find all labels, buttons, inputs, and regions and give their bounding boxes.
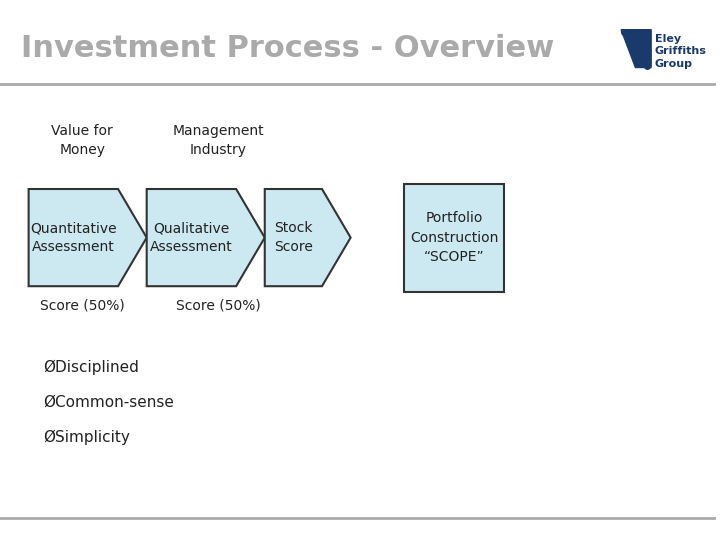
Text: Value for
Money: Value for Money xyxy=(51,124,113,157)
Text: ØSimplicity: ØSimplicity xyxy=(43,430,130,445)
FancyBboxPatch shape xyxy=(405,184,505,292)
Polygon shape xyxy=(621,30,651,68)
Text: ØDisciplined: ØDisciplined xyxy=(43,360,139,375)
Text: Score (50%): Score (50%) xyxy=(40,298,125,312)
Text: Portfolio
Construction
“SCOPE”: Portfolio Construction “SCOPE” xyxy=(410,211,498,264)
Polygon shape xyxy=(29,189,147,286)
Polygon shape xyxy=(265,189,351,286)
Text: Management
Industry: Management Industry xyxy=(172,124,264,157)
Text: Investment Process - Overview: Investment Process - Overview xyxy=(22,34,554,63)
Text: Score (50%): Score (50%) xyxy=(176,298,261,312)
Text: Quantitative
Assessment: Quantitative Assessment xyxy=(30,221,117,254)
Text: Qualitative
Assessment: Qualitative Assessment xyxy=(150,221,233,254)
Text: Eley
Griffiths
Group: Eley Griffiths Group xyxy=(654,34,706,69)
Text: Stock
Score: Stock Score xyxy=(274,221,312,254)
Polygon shape xyxy=(147,189,265,286)
Text: ØCommon-sense: ØCommon-sense xyxy=(43,395,174,410)
